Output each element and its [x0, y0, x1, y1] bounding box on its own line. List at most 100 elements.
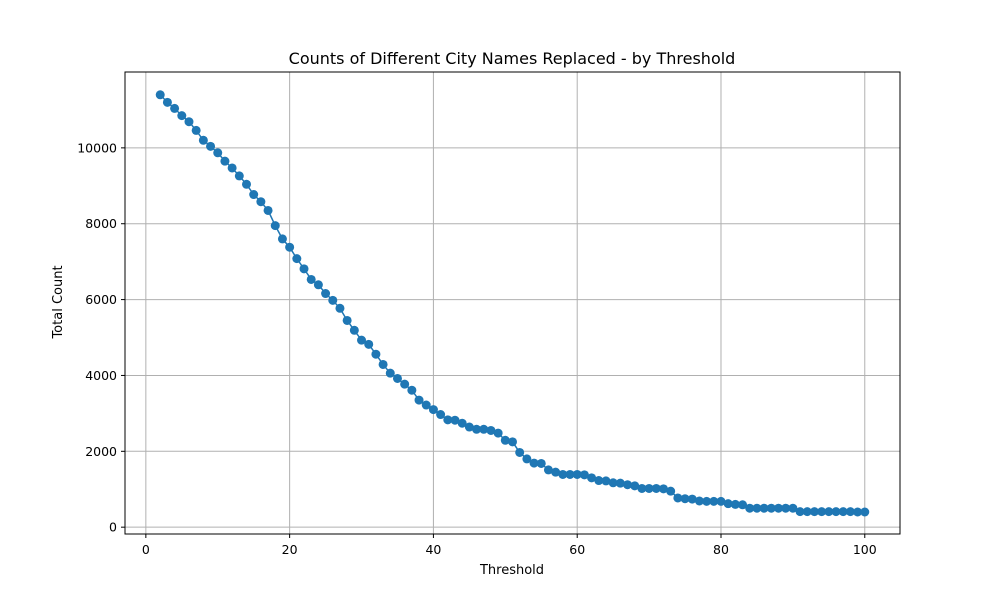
y-tick-label: 2000 — [85, 444, 117, 459]
data-point — [357, 335, 367, 345]
data-point — [400, 379, 410, 389]
data-point — [364, 339, 374, 349]
data-point — [385, 368, 395, 378]
data-point — [378, 359, 388, 369]
chart-title: Counts of Different City Names Replaced … — [289, 49, 736, 68]
data-point — [292, 254, 302, 264]
plot-area-frame — [124, 71, 901, 535]
data-point — [558, 469, 568, 479]
data-point — [608, 478, 618, 488]
data-point — [227, 163, 237, 173]
data-point — [673, 493, 683, 503]
data-point — [680, 494, 690, 504]
data-point — [802, 507, 812, 517]
data-point — [486, 425, 496, 435]
data-point — [587, 473, 597, 483]
data-point — [766, 503, 776, 513]
x-tick-label: 0 — [142, 542, 150, 557]
data-point — [745, 503, 755, 513]
data-series — [155, 90, 870, 517]
data-point — [615, 478, 625, 488]
data-point — [270, 221, 280, 231]
data-point — [493, 428, 503, 438]
data-point — [838, 507, 848, 517]
data-point — [162, 97, 172, 107]
data-point — [328, 295, 338, 305]
data-point — [515, 447, 525, 457]
x-axis-label: Threshold — [479, 563, 544, 578]
y-tick-label: 4000 — [85, 368, 117, 383]
y-axis-label: Total Count — [51, 265, 66, 339]
data-point — [206, 141, 216, 151]
y-tick-label: 6000 — [85, 292, 117, 307]
data-point — [479, 424, 489, 434]
data-point — [644, 483, 654, 493]
data-point — [306, 274, 316, 284]
data-point — [709, 496, 719, 506]
data-point — [637, 483, 647, 493]
data-point — [795, 507, 805, 517]
data-point — [155, 90, 165, 100]
data-point — [831, 507, 841, 517]
data-point — [522, 454, 532, 464]
data-point — [285, 242, 295, 252]
data-point — [414, 395, 424, 405]
data-point — [436, 410, 446, 420]
data-point — [529, 458, 539, 468]
data-point — [536, 458, 546, 468]
x-tick-label: 20 — [282, 542, 298, 557]
data-point — [809, 507, 819, 517]
data-point — [349, 325, 359, 335]
data-point — [407, 385, 417, 395]
data-point — [256, 197, 266, 207]
data-point — [774, 503, 784, 513]
data-point — [716, 496, 726, 506]
data-point — [788, 503, 798, 513]
data-point — [565, 469, 575, 479]
x-tick-label: 100 — [853, 542, 877, 557]
data-point — [263, 205, 273, 215]
data-point — [687, 494, 697, 504]
data-point — [313, 280, 323, 290]
data-point — [694, 496, 704, 506]
data-point — [342, 315, 352, 325]
data-point — [472, 424, 482, 434]
data-point — [500, 435, 510, 445]
data-point — [213, 148, 223, 158]
data-point — [220, 156, 230, 166]
data-point — [738, 500, 748, 510]
data-point — [824, 507, 834, 517]
data-point — [443, 415, 453, 425]
data-point — [817, 507, 827, 517]
data-point — [428, 405, 438, 415]
data-point — [450, 415, 460, 425]
data-point — [601, 476, 611, 486]
data-point — [572, 469, 582, 479]
data-point — [594, 476, 604, 486]
data-point — [191, 125, 201, 135]
data-point — [464, 422, 474, 432]
x-tick-label: 80 — [713, 542, 729, 557]
data-point — [730, 499, 740, 509]
data-point — [371, 349, 381, 359]
data-point — [752, 503, 762, 513]
x-tick-label: 40 — [425, 542, 441, 557]
data-point — [543, 465, 553, 475]
data-point — [249, 190, 259, 200]
y-tick-label: 8000 — [85, 216, 117, 231]
x-tick-label: 60 — [569, 542, 585, 557]
data-point — [184, 117, 194, 127]
data-point — [853, 507, 863, 517]
data-point — [759, 503, 769, 513]
data-point — [177, 111, 187, 121]
data-point — [421, 400, 431, 410]
data-point — [335, 303, 345, 313]
data-point — [299, 264, 309, 274]
data-point — [702, 496, 712, 506]
y-tick-label: 10000 — [77, 140, 117, 155]
series-line — [159, 94, 865, 513]
data-point — [658, 484, 668, 494]
data-point — [630, 481, 640, 491]
data-point — [845, 507, 855, 517]
